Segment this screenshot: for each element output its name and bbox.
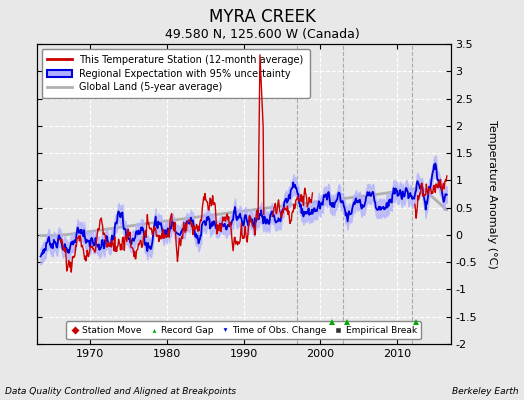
Text: Data Quality Controlled and Aligned at Breakpoints: Data Quality Controlled and Aligned at B… [5,387,236,396]
Text: 49.580 N, 125.600 W (Canada): 49.580 N, 125.600 W (Canada) [165,28,359,41]
Y-axis label: Temperature Anomaly (°C): Temperature Anomaly (°C) [487,120,497,268]
Text: Berkeley Earth: Berkeley Earth [452,387,519,396]
Legend: Station Move, Record Gap, Time of Obs. Change, Empirical Break: Station Move, Record Gap, Time of Obs. C… [66,322,421,340]
Text: MYRA CREEK: MYRA CREEK [209,8,315,26]
